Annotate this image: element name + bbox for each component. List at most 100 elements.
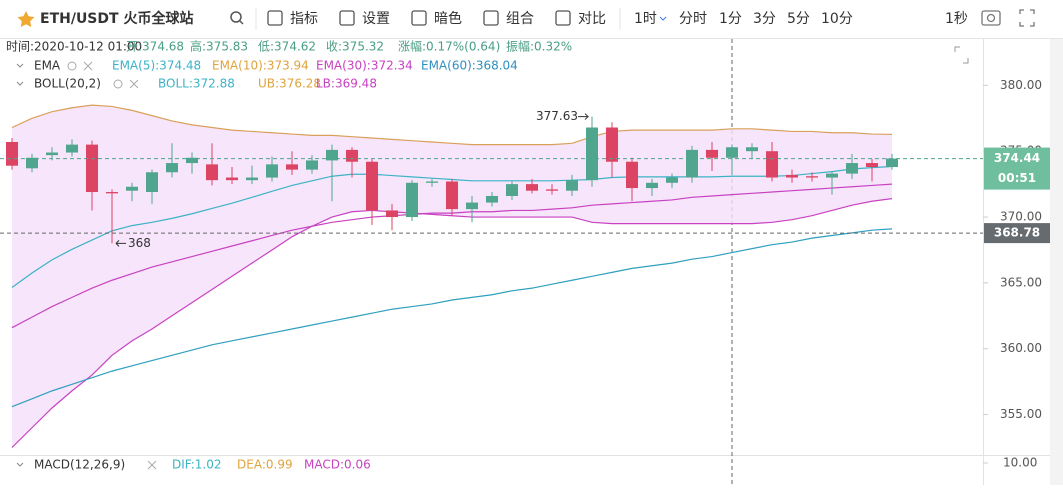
interval-button[interactable]: 1时 (634, 11, 657, 27)
interval-button[interactable]: 1分 (719, 11, 742, 27)
candle-body (246, 177, 258, 181)
close-icon[interactable] (147, 460, 157, 470)
interval-button[interactable]: 1秒 (945, 11, 968, 27)
candle-body (866, 163, 878, 167)
interval-button[interactable]: 10分 (821, 11, 853, 27)
candle-body (126, 186, 138, 191)
candle-body (386, 210, 398, 218)
interval-button[interactable]: 5分 (787, 11, 810, 27)
fullscreen-icon[interactable] (1019, 9, 1035, 27)
camera-icon (986, 13, 996, 23)
close-icon[interactable] (129, 79, 139, 89)
collapse-caret (16, 81, 24, 86)
page-title: ETH/USDT 火币全球站 (40, 10, 193, 27)
candle-body (486, 195, 498, 203)
macd-item: DEA:0.99 (237, 458, 293, 472)
candle-body (446, 181, 458, 210)
candle-body (366, 161, 378, 211)
max-arrow (578, 113, 590, 120)
candle-body (26, 157, 38, 169)
legend-item: LB:369.48 (316, 77, 377, 91)
toolbar (0, 0, 1063, 38)
candle-body (266, 164, 278, 178)
candle-body (826, 173, 838, 178)
candle-body (346, 149, 358, 162)
legend-item: EMA(60):368.04 (421, 59, 518, 73)
button-icon (339, 10, 355, 26)
indicator-line (11, 228, 893, 408)
toolbar-button[interactable]: 组合 (506, 11, 534, 27)
candle-body (746, 147, 758, 152)
macd-tick-label: 10.00 (1003, 456, 1037, 470)
current-price-box (984, 147, 1050, 190)
interval-button[interactable]: 分时 (679, 11, 707, 27)
toolbar-button[interactable]: 指标 (290, 11, 318, 27)
settings-icon[interactable] (113, 79, 123, 89)
marker-price-box (984, 223, 1050, 244)
candle-body (166, 163, 178, 173)
macd-item: DIF:1.02 (172, 458, 222, 472)
legend-name: BOLL(20,2) (34, 77, 101, 91)
star-icon[interactable] (17, 11, 35, 27)
candle-body (66, 144, 78, 153)
camera-icon[interactable] (981, 10, 1001, 26)
info-text: 时间:2020-10-12 01:00 (6, 40, 142, 54)
info-text: 高:375.83 (190, 39, 248, 54)
candle-body (206, 164, 218, 181)
collapse-caret (16, 63, 24, 68)
candle-body (306, 160, 318, 170)
settings-icon[interactable] (67, 61, 77, 71)
boll-band-fill (12, 105, 892, 448)
candle-body (646, 182, 658, 189)
info-text: 低:374.62 (258, 40, 316, 54)
candle-body (666, 177, 678, 183)
current-price-label: 374.44 (994, 151, 1040, 165)
countdown: 00:51 (998, 171, 1036, 185)
candle-body (46, 152, 58, 156)
candle-body (726, 147, 738, 158)
collapse-caret (16, 462, 24, 467)
candle-body (886, 158, 898, 167)
candle-body (106, 192, 118, 194)
expand-icon[interactable] (954, 46, 969, 64)
candle-body (6, 141, 18, 166)
button-icon (483, 10, 499, 26)
legend-item: EMA(30):372.34 (316, 59, 413, 73)
legend-name: EMA (34, 59, 61, 73)
button-icon (267, 10, 283, 26)
legend-item: EMA(5):374.48 (112, 59, 201, 73)
candle-body (546, 189, 558, 191)
macd-name: MACD(12,26,9) (34, 458, 125, 472)
info-text: 开:374.68 (126, 40, 184, 54)
interval-button[interactable]: 3分 (753, 11, 776, 27)
candle-body (526, 184, 538, 191)
candle-body (326, 149, 338, 161)
candle-body (606, 127, 618, 162)
search-icon[interactable] (230, 11, 242, 23)
candle-body (86, 144, 98, 193)
toolbar-button[interactable]: 设置 (362, 11, 390, 27)
y-tick-label: 355.00 (1000, 407, 1042, 421)
legend-item: BOLL:372.88 (158, 77, 235, 91)
macd-item: MACD:0.06 (304, 458, 371, 472)
candle-body (426, 181, 438, 183)
close-icon[interactable] (83, 61, 93, 71)
candle-body (566, 180, 578, 191)
info-text: 收:375.32 (326, 40, 384, 54)
toolbar-button[interactable]: 暗色 (434, 10, 462, 27)
y-tick-label: 365.00 (1000, 275, 1042, 289)
button-icon (411, 10, 427, 26)
candle-body (286, 164, 298, 170)
toolbar-button[interactable]: 对比 (578, 11, 606, 27)
y-tick-label: 360.00 (1000, 341, 1042, 355)
max-label: 377.63 (536, 109, 578, 123)
y-tick-label: 380.00 (1000, 78, 1042, 92)
candle-body (686, 149, 698, 178)
candle-body (846, 163, 858, 174)
search-icon (239, 20, 244, 25)
legend-item: EMA(10):373.94 (212, 59, 309, 73)
info-text: 涨幅:0.17%(0.64) (398, 39, 500, 54)
candle-body (586, 127, 598, 181)
candle-body (406, 182, 418, 218)
